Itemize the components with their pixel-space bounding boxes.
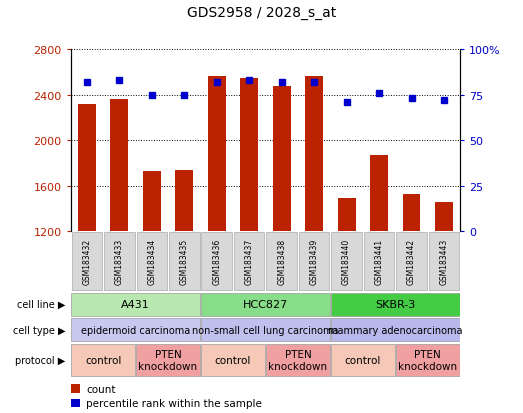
Text: PTEN
knockdown: PTEN knockdown: [398, 349, 457, 371]
Text: GSM183437: GSM183437: [245, 239, 254, 285]
Bar: [429, 233, 459, 290]
Text: control: control: [215, 355, 251, 366]
Text: SKBR-3: SKBR-3: [375, 299, 415, 309]
Text: cell line ▶: cell line ▶: [17, 299, 65, 309]
Text: GSM183440: GSM183440: [342, 239, 351, 285]
Bar: [364, 233, 394, 290]
Text: epidermoid carcinoma: epidermoid carcinoma: [81, 325, 190, 335]
Text: HCC827: HCC827: [243, 299, 288, 309]
Text: GSM183443: GSM183443: [439, 239, 449, 285]
Bar: [137, 233, 167, 290]
Bar: [396, 233, 427, 290]
Bar: [403, 194, 420, 232]
Bar: [201, 318, 329, 342]
Bar: [370, 156, 388, 232]
Bar: [78, 104, 96, 232]
Text: GSM183433: GSM183433: [115, 239, 124, 285]
Text: control: control: [85, 355, 121, 366]
Bar: [272, 86, 291, 232]
Bar: [201, 344, 265, 376]
Text: protocol ▶: protocol ▶: [15, 355, 65, 366]
Bar: [71, 318, 200, 342]
Bar: [299, 233, 329, 290]
Bar: [175, 170, 193, 232]
Bar: [234, 233, 265, 290]
Bar: [201, 293, 329, 316]
Bar: [71, 399, 81, 407]
Bar: [169, 233, 199, 290]
Text: control: control: [345, 355, 381, 366]
Text: GSM183442: GSM183442: [407, 239, 416, 285]
Bar: [71, 293, 200, 316]
Bar: [104, 233, 134, 290]
Text: PTEN
knockdown: PTEN knockdown: [268, 349, 327, 371]
Bar: [136, 344, 200, 376]
Bar: [240, 78, 258, 232]
Bar: [305, 77, 323, 232]
Bar: [110, 100, 128, 232]
Bar: [396, 344, 460, 376]
Text: A431: A431: [121, 299, 150, 309]
Bar: [331, 293, 460, 316]
Bar: [331, 318, 460, 342]
Text: GSM183438: GSM183438: [277, 239, 286, 285]
Bar: [266, 233, 297, 290]
Text: PTEN
knockdown: PTEN knockdown: [139, 349, 198, 371]
Bar: [338, 199, 356, 232]
Bar: [143, 171, 161, 232]
Text: GDS2958 / 2028_s_at: GDS2958 / 2028_s_at: [187, 6, 336, 20]
Text: GSM183441: GSM183441: [374, 239, 383, 285]
Text: GSM183434: GSM183434: [147, 239, 156, 285]
Text: non-small cell lung carcinoma: non-small cell lung carcinoma: [192, 325, 339, 335]
Text: count: count: [86, 384, 116, 394]
Bar: [331, 344, 395, 376]
Text: GSM183436: GSM183436: [212, 239, 221, 285]
Bar: [71, 344, 135, 376]
Text: cell type ▶: cell type ▶: [13, 325, 65, 335]
Text: mammary adenocarcinoma: mammary adenocarcinoma: [328, 325, 462, 335]
Bar: [208, 77, 225, 232]
Bar: [201, 233, 232, 290]
Bar: [332, 233, 362, 290]
Text: GSM183432: GSM183432: [82, 239, 92, 285]
Text: GSM183435: GSM183435: [180, 239, 189, 285]
Bar: [435, 202, 453, 232]
Bar: [71, 384, 81, 393]
Bar: [72, 233, 102, 290]
Text: percentile rank within the sample: percentile rank within the sample: [86, 398, 262, 408]
Text: GSM183439: GSM183439: [310, 239, 319, 285]
Bar: [266, 344, 329, 376]
